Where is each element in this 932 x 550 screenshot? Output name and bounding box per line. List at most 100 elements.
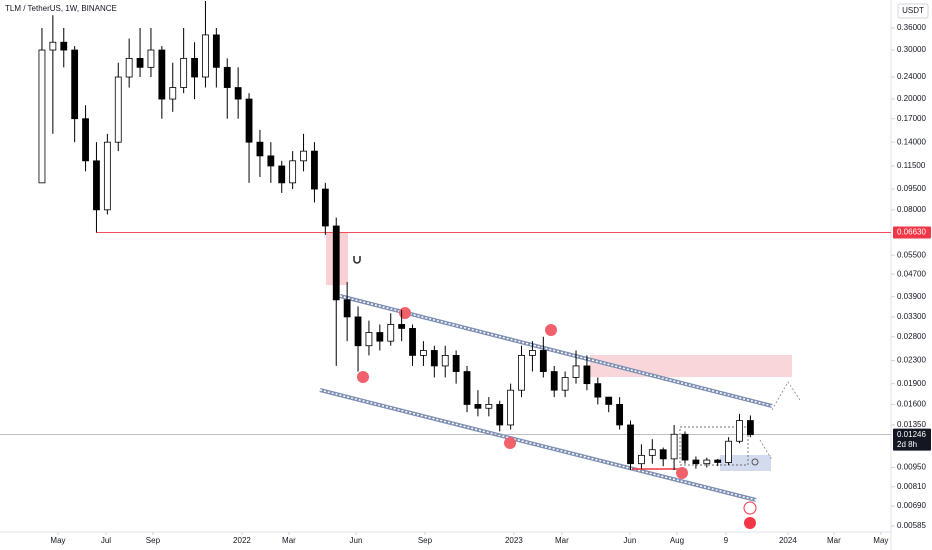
candle-body: [638, 454, 645, 465]
y-tick-label: 0.03300: [897, 312, 926, 321]
candle-body: [256, 141, 264, 157]
candle-body: [714, 459, 722, 463]
x-tick-label: Mar: [827, 536, 841, 545]
zone: [720, 455, 771, 471]
candle-body: [103, 141, 111, 211]
candle-body: [518, 355, 525, 391]
y-axis-label: USDT: [902, 6, 924, 15]
y-tick-label: 0.09500: [897, 184, 926, 193]
x-tick-label: May: [50, 536, 65, 545]
candle-body: [605, 396, 613, 405]
y-tick-label: 0.36000: [897, 23, 926, 32]
candle-body: [441, 355, 449, 367]
candle-body: [539, 350, 547, 372]
candle-body: [387, 324, 395, 342]
y-tick-label: 0.17000: [897, 114, 926, 123]
candle-body: [125, 57, 133, 78]
candle-body: [114, 76, 122, 143]
y-tick-label: 0.24000: [897, 72, 926, 81]
chart-title: TLM / TetherUS, 1W, BINANCE: [5, 4, 117, 13]
currency-box[interactable]: [897, 3, 929, 19]
y-tick-label: 0.14000: [897, 137, 926, 146]
last-price-tag: [893, 428, 931, 451]
x-tick-label: Aug: [670, 536, 684, 545]
x-tick-label: Mar: [555, 536, 569, 545]
channel-line: [319, 389, 757, 501]
candle-body: [681, 433, 689, 461]
candle-body: [365, 332, 373, 347]
x-tick-label: 2022: [233, 536, 251, 545]
candle-body: [245, 98, 253, 143]
y-tick-label: 0.11500: [897, 161, 926, 170]
candle-body: [430, 350, 438, 367]
candle-body: [463, 371, 471, 405]
countdown-label: 2d 8h: [897, 440, 917, 449]
x-tick-label: Sep: [146, 536, 161, 545]
marker: [357, 371, 369, 383]
candle-body: [212, 34, 220, 68]
marker: [504, 437, 516, 449]
candle-body: [169, 87, 177, 100]
candle-body: [452, 355, 460, 372]
candle-body: [561, 377, 569, 391]
candle-body: [670, 433, 678, 460]
candle-body: [550, 371, 558, 391]
candle-body: [747, 420, 754, 436]
last-price-label: 0.01246: [897, 430, 926, 439]
event-icon[interactable]: [743, 501, 757, 515]
candle-body: [398, 324, 406, 329]
candle-body: [267, 155, 275, 167]
candle-body: [300, 150, 307, 162]
idea-icon: [751, 458, 759, 466]
x-tick-label: Jun: [623, 536, 636, 545]
y-tick-label: 0.20000: [897, 94, 926, 103]
y-tick-label: 0.01350: [897, 420, 926, 429]
candle-body: [725, 440, 733, 463]
candle-body: [180, 57, 188, 88]
candle-body: [289, 160, 297, 184]
candle-body: [594, 383, 602, 398]
candle-body: [648, 449, 656, 456]
y-tick-label: 0.02300: [897, 356, 926, 365]
candle-body: [420, 350, 427, 356]
candle-body: [278, 165, 286, 184]
candle-body: [659, 449, 667, 460]
marker: [676, 467, 688, 479]
candle-body: [191, 57, 198, 78]
candle-body: [692, 459, 700, 465]
y-tick-label: 0.00950: [897, 463, 926, 472]
candle-body: [321, 188, 329, 227]
candle-body: [311, 150, 318, 190]
y-tick-label: 0.05500: [897, 250, 926, 259]
event-icon[interactable]: [744, 517, 756, 529]
candle-body: [82, 118, 89, 162]
candle-body: [49, 41, 57, 51]
y-tick-label: 0.01600: [897, 400, 926, 409]
x-tick-label: Sep: [418, 536, 433, 545]
candle-body: [223, 66, 231, 88]
y-tick-label: 0.08000: [897, 205, 926, 214]
x-tick-label: 2023: [505, 536, 523, 545]
candle-body: [736, 420, 743, 442]
projection: [771, 381, 801, 411]
y-tick-label: 0.00690: [897, 501, 926, 510]
candle-body: [234, 87, 242, 100]
magnet-icon: [353, 256, 361, 264]
candle-body: [376, 332, 384, 342]
candle-body: [147, 49, 155, 68]
range-box: [679, 426, 749, 466]
y-tick-label: 0.00810: [897, 482, 926, 491]
price-line-label: 0.06630: [897, 228, 926, 237]
candle-body: [202, 34, 209, 78]
y-tick-label: 0.04700: [897, 269, 926, 278]
y-tick-label: 0.03900: [897, 292, 926, 301]
candle-body: [354, 316, 362, 347]
candle-body: [583, 365, 591, 385]
candle-body: [409, 328, 416, 356]
candle-body: [93, 160, 100, 211]
y-tick-label: 0.01900: [897, 379, 926, 388]
y-tick-label: 0.02800: [897, 332, 926, 341]
x-tick-label: Jul: [101, 536, 111, 545]
candle-body: [496, 404, 504, 426]
